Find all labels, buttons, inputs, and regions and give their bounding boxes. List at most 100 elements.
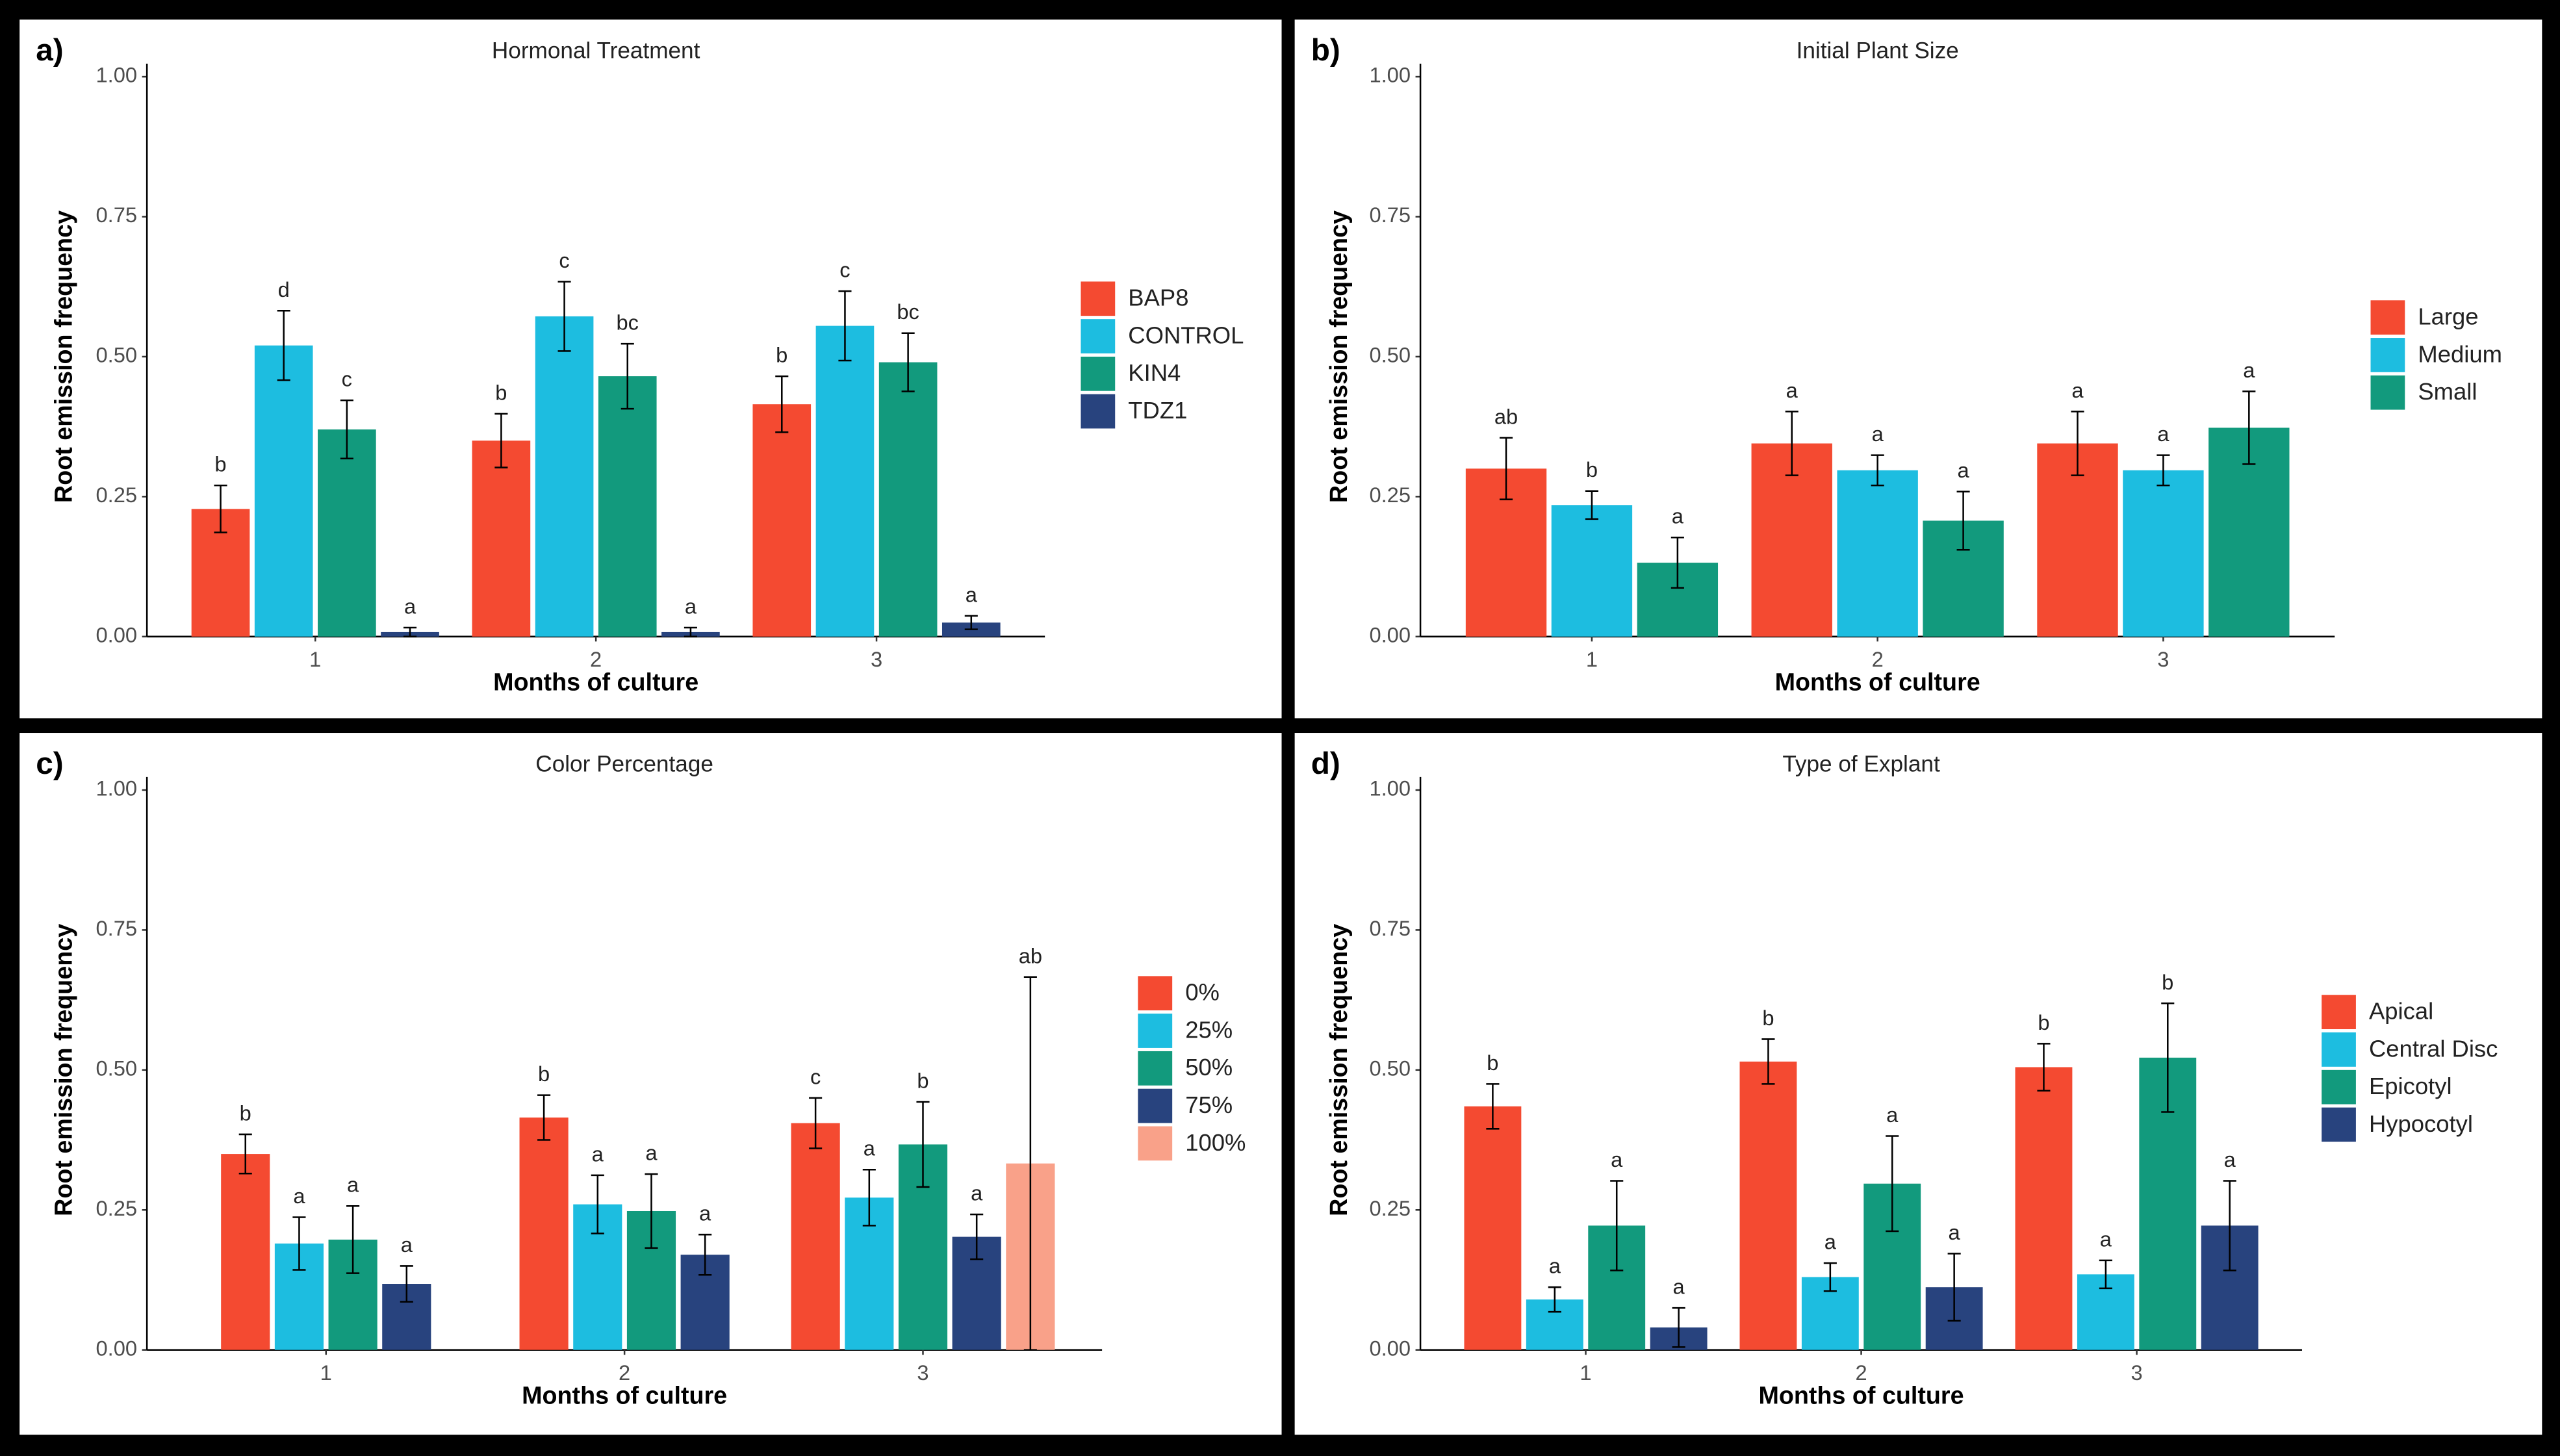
significance-letter: a bbox=[1872, 422, 1884, 446]
significance-letter: b bbox=[2038, 1010, 2049, 1034]
significance-letter: b bbox=[538, 1062, 550, 1086]
legend-key bbox=[1138, 976, 1173, 1011]
legend-label: 50% bbox=[1185, 1054, 1233, 1080]
significance-letter: d bbox=[278, 277, 290, 301]
significance-letter: a bbox=[1549, 1254, 1561, 1278]
bar bbox=[752, 404, 812, 637]
bar bbox=[519, 1118, 569, 1350]
x-tick-label: 1 bbox=[1586, 647, 1598, 671]
y-tick-label: 1.00 bbox=[96, 776, 138, 800]
significance-letter: c bbox=[342, 367, 352, 391]
bar bbox=[791, 1123, 840, 1350]
legend-key bbox=[2370, 300, 2405, 335]
legend-key bbox=[1138, 1126, 1173, 1161]
significance-letter: a bbox=[1786, 378, 1798, 402]
legend-key bbox=[1081, 281, 1116, 316]
y-tick-label: 1.00 bbox=[1369, 776, 1411, 800]
x-tick-label: 2 bbox=[590, 647, 602, 671]
significance-letter: a bbox=[2243, 358, 2255, 382]
panel: d) Type of Explant Root emission frequency… bbox=[1294, 733, 2542, 1435]
significance-letter: a bbox=[2071, 378, 2084, 402]
legend-key bbox=[2322, 1069, 2356, 1105]
y-tick-label: 0.50 bbox=[1369, 343, 1411, 367]
bar bbox=[1837, 470, 1918, 637]
bar bbox=[535, 316, 594, 637]
legend-key bbox=[1081, 394, 1116, 429]
significance-letter: c bbox=[839, 258, 850, 282]
y-tick-label: 0.75 bbox=[1369, 916, 1411, 940]
x-tick-label: 1 bbox=[1580, 1360, 1591, 1385]
bar bbox=[2123, 470, 2204, 637]
y-tick-label: 0.00 bbox=[1369, 622, 1411, 646]
legend-label: CONTROL bbox=[1128, 322, 1244, 348]
significance-letter: b bbox=[2162, 970, 2173, 994]
x-tick-label: 2 bbox=[1872, 647, 1884, 671]
y-tick-label: 0.50 bbox=[96, 343, 138, 367]
y-tick-label: 0.25 bbox=[96, 483, 138, 507]
legend-key bbox=[1081, 319, 1116, 353]
legend-label: Apical bbox=[2369, 998, 2433, 1025]
significance-letter: a bbox=[1673, 1275, 1685, 1299]
significance-letter: c bbox=[810, 1064, 821, 1088]
significance-letter: ab bbox=[1019, 943, 1042, 967]
x-tick-label: 3 bbox=[917, 1360, 928, 1385]
panel: a) Hormonal Treatment Root emission freque… bbox=[19, 19, 1282, 719]
bar bbox=[318, 429, 376, 637]
legend-key bbox=[2370, 338, 2405, 372]
x-tick-label: 2 bbox=[619, 1360, 630, 1385]
panel-label: b) bbox=[1311, 33, 1340, 68]
x-tick-label: 3 bbox=[871, 647, 882, 671]
bar bbox=[815, 326, 875, 637]
legend-label: Hypocotyl bbox=[2369, 1110, 2473, 1137]
significance-letter: b bbox=[1487, 1051, 1498, 1075]
x-tick-label: 1 bbox=[320, 1360, 332, 1385]
significance-letter: a bbox=[645, 1141, 658, 1165]
legend-label: BAP8 bbox=[1128, 285, 1188, 311]
legend-key bbox=[2322, 1032, 2356, 1067]
y-tick-label: 1.00 bbox=[96, 63, 138, 87]
x-axis-label: Months of culture bbox=[1759, 1382, 1964, 1409]
legend-key bbox=[1081, 356, 1116, 391]
legend-label: Medium bbox=[2418, 340, 2502, 367]
y-tick-label: 0.00 bbox=[96, 622, 138, 646]
significance-letter: bc bbox=[616, 311, 639, 335]
y-axis-label: Root emission frequency bbox=[49, 924, 77, 1216]
legend-label: 25% bbox=[1185, 1016, 1233, 1043]
y-axis-label: Root emission frequency bbox=[1325, 924, 1352, 1216]
significance-letter: a bbox=[1672, 504, 1684, 528]
panel: c) Color Percentage Root emission frequenc… bbox=[19, 733, 1282, 1435]
legend-key bbox=[1138, 1088, 1173, 1123]
chart-title: Hormonal Treatment bbox=[492, 38, 700, 64]
y-tick-label: 0.00 bbox=[96, 1336, 138, 1360]
significance-letter: a bbox=[592, 1142, 604, 1166]
bar bbox=[1464, 1106, 1522, 1350]
significance-letter: bc bbox=[897, 300, 919, 324]
significance-letter: a bbox=[2157, 422, 2170, 446]
bar bbox=[1739, 1061, 1797, 1350]
bar bbox=[221, 1154, 270, 1350]
legend-label: 75% bbox=[1185, 1092, 1233, 1118]
y-tick-label: 0.00 bbox=[1369, 1336, 1411, 1360]
significance-letter: b bbox=[917, 1068, 928, 1092]
y-axis-label: Root emission frequency bbox=[49, 211, 77, 503]
y-tick-label: 0.75 bbox=[1369, 203, 1411, 227]
significance-letter: a bbox=[864, 1136, 876, 1160]
bar bbox=[472, 441, 531, 637]
significance-letter: a bbox=[685, 594, 697, 619]
panel-label: c) bbox=[36, 747, 63, 781]
panel-label: d) bbox=[1311, 747, 1340, 781]
y-tick-label: 0.25 bbox=[1369, 483, 1411, 507]
significance-letter: a bbox=[2100, 1227, 2112, 1251]
legend-key bbox=[2370, 375, 2405, 410]
legend-label: Large bbox=[2418, 303, 2478, 330]
significance-letter: b bbox=[1762, 1006, 1774, 1030]
legend-label: TDZ1 bbox=[1128, 397, 1187, 424]
significance-letter: c bbox=[559, 248, 569, 272]
significance-letter: a bbox=[966, 582, 978, 606]
y-tick-label: 1.00 bbox=[1369, 63, 1411, 87]
bar bbox=[2015, 1067, 2073, 1350]
x-tick-label: 3 bbox=[2157, 647, 2169, 671]
legend-label: Small bbox=[2418, 378, 2477, 405]
